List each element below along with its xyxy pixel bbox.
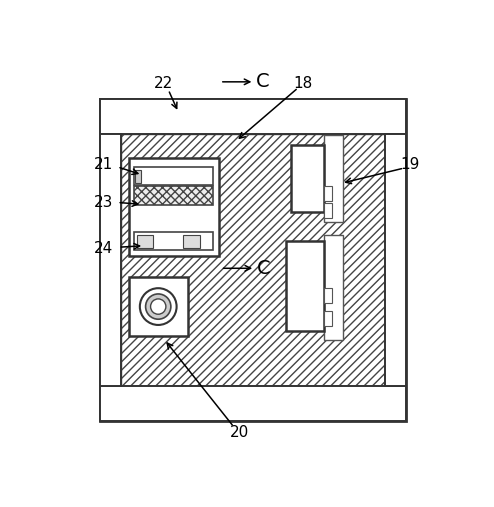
Bar xyxy=(100,99,406,133)
Text: 21: 21 xyxy=(93,157,113,172)
Bar xyxy=(134,167,213,185)
Bar xyxy=(325,135,343,222)
Text: 18: 18 xyxy=(293,76,313,91)
Bar xyxy=(129,158,219,256)
Text: C: C xyxy=(257,259,271,278)
Bar xyxy=(100,133,121,386)
Bar xyxy=(325,186,332,201)
Circle shape xyxy=(146,294,171,319)
Text: C: C xyxy=(256,73,270,91)
Bar xyxy=(100,99,406,421)
Circle shape xyxy=(151,299,166,314)
Bar xyxy=(290,145,325,212)
Bar xyxy=(134,187,213,205)
Bar xyxy=(100,386,406,421)
Bar xyxy=(286,241,324,331)
Bar xyxy=(325,288,332,303)
Bar xyxy=(129,277,188,337)
Bar xyxy=(134,232,213,250)
Circle shape xyxy=(140,288,177,325)
Bar xyxy=(137,235,153,248)
Text: 23: 23 xyxy=(93,195,113,210)
Bar xyxy=(135,170,141,183)
Bar xyxy=(325,311,332,325)
Bar xyxy=(325,203,332,218)
Text: 24: 24 xyxy=(93,241,113,256)
Bar xyxy=(385,133,406,386)
Bar xyxy=(121,133,385,386)
Bar xyxy=(183,235,200,248)
Bar xyxy=(325,235,343,340)
Text: 19: 19 xyxy=(401,157,420,172)
Text: 20: 20 xyxy=(230,425,249,440)
Text: 22: 22 xyxy=(154,76,173,91)
